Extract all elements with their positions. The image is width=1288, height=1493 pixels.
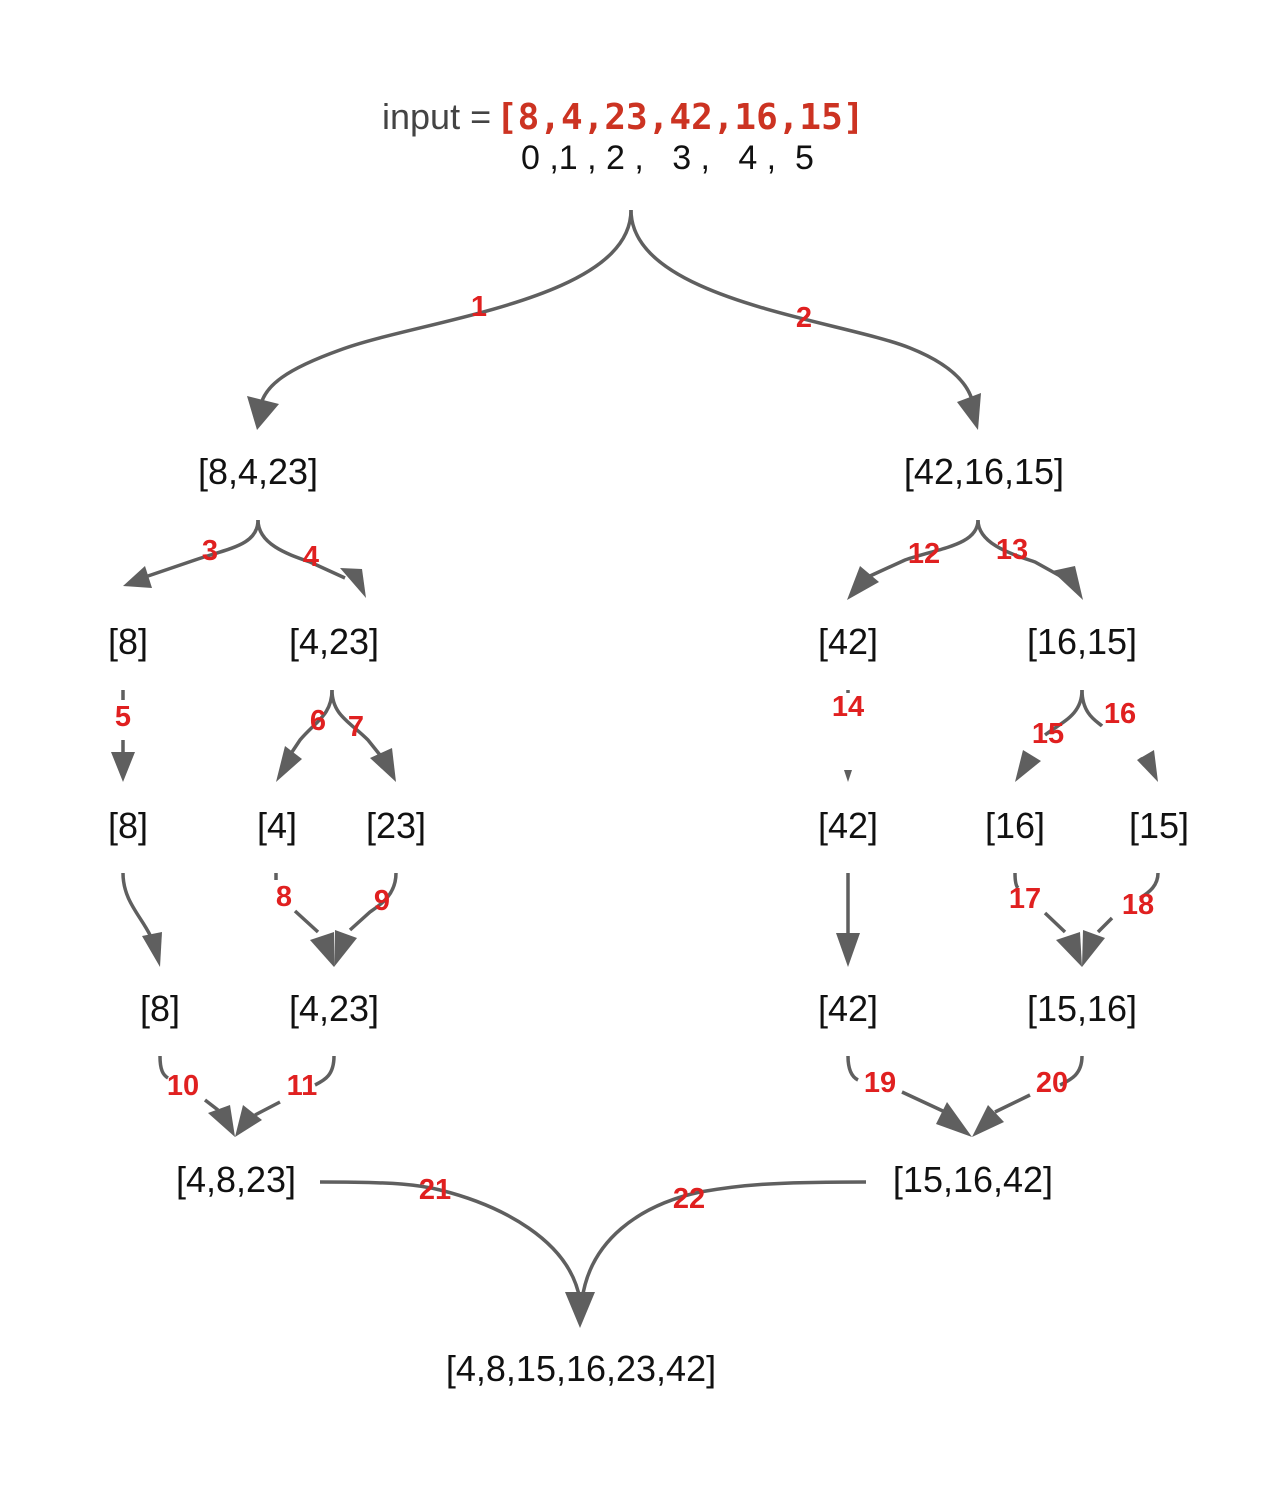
- node-r-42-c: [42]: [818, 988, 878, 1029]
- step-label-6: 6: [310, 705, 326, 737]
- node-r-15-16-merged: [15,16]: [1027, 988, 1137, 1029]
- edge-20-arrowhead: [972, 1105, 1004, 1137]
- input-array: [8,4,23,42,16,15]: [496, 97, 864, 138]
- step-label-7: 7: [348, 711, 364, 743]
- node-l-4: [4]: [257, 805, 297, 846]
- edge-12-arrowhead: [847, 566, 879, 600]
- edge-11: [254, 1055, 336, 1117]
- edge-8-arrowhead: [310, 932, 334, 967]
- edge-19: [846, 1055, 946, 1114]
- node-r-16: [16]: [985, 805, 1045, 846]
- edge-18-arrowhead: [1082, 930, 1105, 967]
- edge-4-arrowhead: [340, 568, 366, 598]
- edge-13: [976, 519, 1063, 579]
- edge-7: [330, 689, 382, 757]
- edge-10: [158, 1055, 220, 1112]
- edge-19-arrowhead: [936, 1102, 972, 1137]
- edge-14-arrowhead: [844, 770, 852, 782]
- step-label-16: 16: [1104, 698, 1136, 730]
- edge-22: [580, 1180, 867, 1301]
- step-labels: 1 2 3 4 5 6 7 8 9 10 11 12 13 14 15 16 1…: [115, 291, 1154, 1215]
- edge-12: [869, 519, 980, 578]
- edge-3: [147, 519, 260, 578]
- step-label-3: 3: [202, 535, 218, 567]
- step-label-13: 13: [996, 534, 1028, 566]
- edge-6-arrowhead: [276, 746, 302, 782]
- node-r-16-15: [16,15]: [1027, 621, 1137, 662]
- edge-16-arrowhead: [1137, 750, 1158, 782]
- node-r-15: [15]: [1129, 805, 1189, 846]
- node-right-half: [42,16,15]: [904, 451, 1064, 492]
- edge-4: [256, 519, 346, 580]
- edge-9-arrowhead: [334, 930, 357, 967]
- node-r-42-b: [42]: [818, 805, 878, 846]
- edge-42-pass-arrowhead: [836, 933, 860, 967]
- edge-13-arrowhead: [1052, 566, 1083, 600]
- edge-18: [1096, 872, 1160, 934]
- node-l-8-c: [8]: [140, 988, 180, 1029]
- edge-20: [994, 1055, 1084, 1114]
- edge-2-arrowhead: [957, 393, 981, 430]
- step-label-4: 4: [303, 541, 319, 573]
- node-l-23: [23]: [366, 805, 426, 846]
- node-l-4-23: [4,23]: [289, 621, 379, 662]
- nodes: [8,4,23] [42,16,15] [8] [4,23] [42] [16,…: [108, 451, 1189, 1389]
- step-label-15: 15: [1032, 718, 1064, 750]
- step-label-9: 9: [374, 885, 390, 917]
- edge-10-arrowhead: [208, 1105, 235, 1137]
- step-label-18: 18: [1122, 889, 1154, 921]
- step-label-11: 11: [287, 1070, 318, 1102]
- step-label-5: 5: [115, 701, 131, 733]
- node-result: [4,8,15,16,23,42]: [446, 1348, 716, 1389]
- edge-8-pass: [121, 872, 152, 936]
- edge-3-arrowhead: [123, 566, 152, 588]
- edge-21: [319, 1180, 582, 1301]
- node-left-merged: [4,8,23]: [176, 1159, 296, 1200]
- node-r-42: [42]: [818, 621, 878, 662]
- edge-9: [348, 872, 398, 932]
- step-label-21: 21: [419, 1174, 451, 1206]
- node-left-half: [8,4,23]: [198, 451, 318, 492]
- edges: [111, 209, 1160, 1328]
- edge-8-pass-arrowhead: [142, 932, 162, 967]
- edge-17: [1013, 872, 1067, 934]
- step-label-20: 20: [1036, 1067, 1068, 1099]
- step-label-19: 19: [864, 1067, 896, 1099]
- step-label-17: 17: [1009, 883, 1041, 915]
- input-indices: 0 ,1 , 2 , 3 , 4 , 5: [521, 139, 814, 177]
- step-label-10: 10: [167, 1070, 199, 1102]
- input-label: input =: [382, 96, 491, 137]
- step-label-12: 12: [908, 538, 940, 570]
- node-l-8-b: [8]: [108, 805, 148, 846]
- step-label-14: 14: [832, 691, 864, 723]
- node-l-8: [8]: [108, 621, 148, 662]
- edge-1-arrowhead: [247, 396, 279, 430]
- edge-21-arrowhead: [565, 1292, 595, 1328]
- edge-7-arrowhead: [370, 748, 396, 782]
- edge-2: [629, 209, 976, 411]
- step-label-22: 22: [673, 1183, 705, 1215]
- edge-5-arrowhead: [111, 752, 135, 782]
- step-label-1: 1: [471, 291, 487, 323]
- edge-1: [258, 209, 633, 411]
- edge-15-arrowhead: [1015, 750, 1041, 782]
- node-l-4-23-merged: [4,23]: [289, 988, 379, 1029]
- step-label-8: 8: [276, 881, 292, 913]
- edge-11-arrowhead: [235, 1105, 262, 1137]
- edge-17-arrowhead: [1056, 932, 1082, 967]
- node-right-merged: [15,16,42]: [893, 1159, 1053, 1200]
- edge-8: [274, 873, 320, 934]
- step-label-2: 2: [796, 302, 812, 334]
